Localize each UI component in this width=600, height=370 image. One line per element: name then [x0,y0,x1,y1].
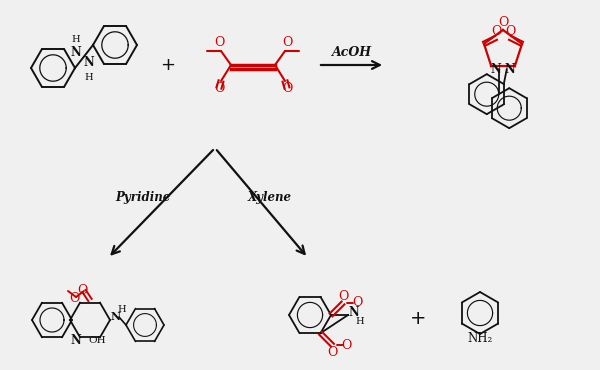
Text: Xylene: Xylene [248,191,292,204]
Text: N: N [111,312,121,323]
Text: N: N [505,63,515,76]
Text: O: O [214,83,224,95]
Text: AcOH: AcOH [332,46,372,58]
Text: O: O [491,25,501,38]
Text: H: H [71,34,80,44]
Text: N: N [349,306,359,320]
Text: +: + [410,309,426,327]
Text: OH: OH [88,336,106,345]
Text: O: O [282,83,292,95]
Text: O: O [69,292,79,305]
Text: H: H [356,317,364,326]
Text: +: + [161,56,176,74]
Text: O: O [341,339,352,352]
Text: H: H [118,305,127,313]
Text: N: N [83,56,94,69]
Text: O: O [282,37,292,50]
Text: O: O [328,346,338,359]
Text: O: O [338,289,348,303]
Text: O: O [352,296,362,309]
Text: N: N [71,334,82,347]
Text: Pyridine: Pyridine [115,192,170,205]
Text: O: O [505,25,515,38]
Text: O: O [214,37,224,50]
Text: N: N [491,63,502,76]
Text: O: O [77,283,87,296]
Text: O: O [498,17,508,30]
Text: H: H [85,73,94,81]
Text: NH₂: NH₂ [467,332,493,344]
Text: N: N [71,46,82,59]
